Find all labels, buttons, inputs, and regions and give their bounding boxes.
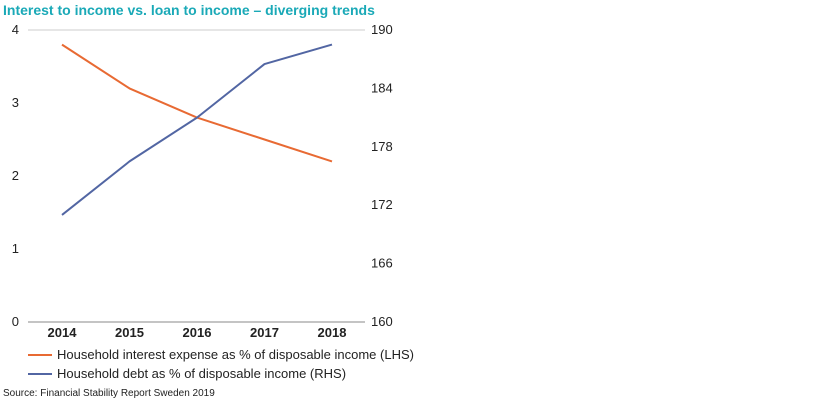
legend-label-rhs: Household debt as % of disposable income… [57,366,346,381]
left-y-tick-label: 2 [12,168,19,183]
left-y-tick-label: 0 [12,314,19,329]
left-y-axis: 0 1 2 3 4 [12,22,19,329]
x-tick-label: 2018 [318,325,347,340]
right-y-tick-label: 178 [371,139,393,154]
right-y-tick-label: 160 [371,314,393,329]
right-y-tick-label: 190 [371,22,393,37]
series-line-household-debt [61,43,333,216]
left-y-tick-label: 1 [12,241,19,256]
x-axis: 2014 2015 2016 2017 2018 [48,325,347,340]
legend-label-lhs: Household interest expense as % of dispo… [57,347,414,362]
x-tick-label: 2015 [115,325,144,340]
legend: Household interest expense as % of dispo… [28,347,414,381]
right-y-tick-label: 166 [371,256,393,271]
left-y-tick-label: 3 [12,95,19,110]
left-y-tick-label: 4 [12,22,19,37]
right-y-tick-label: 172 [371,197,393,212]
right-y-tick-label: 184 [371,80,393,95]
right-y-axis: 160 166 172 178 184 190 [371,22,393,329]
x-tick-label: 2014 [48,325,78,340]
x-tick-label: 2016 [183,325,212,340]
series-line-interest-expense [61,43,333,163]
x-tick-label: 2017 [250,325,279,340]
source-note: Source: Financial Stability Report Swede… [3,388,215,399]
series-layer [61,43,333,216]
chart-title: Interest to income vs. loan to income – … [3,2,375,18]
